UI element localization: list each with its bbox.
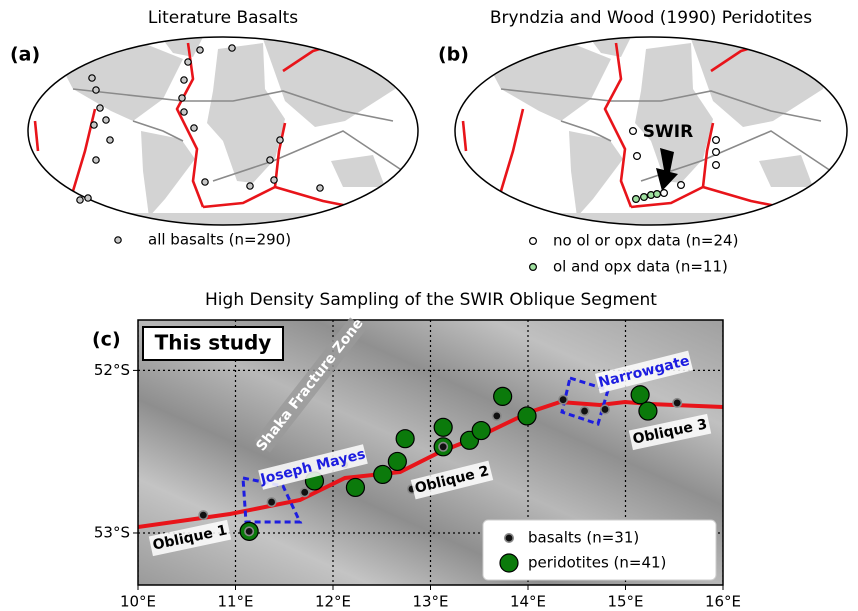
- peridotite-point: [346, 478, 364, 496]
- sample-dot: [277, 137, 283, 143]
- sample-dot: [661, 190, 668, 197]
- figure: Literature Basalts (a) all basalts (n=29…: [0, 0, 858, 611]
- legend-label: all basalts (n=290): [148, 231, 291, 249]
- legend-label: no ol or opx data (n=24): [553, 232, 738, 250]
- legend-marker: [530, 238, 537, 245]
- y-tick-label: 53°S: [94, 523, 130, 541]
- panel-title: Bryndzia and Wood (1990) Peridotites: [490, 8, 812, 28]
- peridotite-point: [434, 418, 452, 436]
- world-map: [13, 37, 433, 241]
- sample-dot: [267, 157, 273, 163]
- sample-dot: [630, 128, 637, 135]
- peridotite-point: [388, 452, 406, 470]
- legend-label: peridotites (n=41): [528, 554, 666, 572]
- basalt-point: [267, 498, 275, 506]
- sample-dot: [713, 137, 720, 144]
- x-tick-label: 10°E: [120, 593, 156, 611]
- y-tick-label: 52°S: [94, 361, 130, 379]
- peridotite-point: [494, 387, 512, 405]
- sample-dot: [713, 149, 720, 156]
- sample-dot: [89, 75, 95, 81]
- legend-label: ol and opx data (n=11): [553, 258, 728, 276]
- sample-dot: [191, 125, 197, 131]
- sample-dot: [247, 183, 253, 189]
- basalt-point: [601, 405, 609, 413]
- legend-marker: [530, 264, 537, 271]
- sample-dot: [97, 105, 103, 111]
- basalt-point: [559, 395, 567, 403]
- sample-dot: [181, 109, 187, 115]
- peridotite-point: [396, 430, 414, 448]
- legend-label: basalts (n=31): [528, 529, 639, 547]
- sample-dot: [317, 185, 323, 191]
- panel-label: (a): [10, 44, 40, 66]
- sample-dot: [197, 47, 203, 53]
- sample-dot: [179, 95, 185, 101]
- chart-title: High Density Sampling of the SWIR Obliqu…: [205, 290, 657, 310]
- sample-dot: [91, 122, 97, 128]
- sample-dot: [202, 179, 208, 185]
- sample-dot: [654, 191, 661, 198]
- sample-dot: [641, 194, 648, 201]
- x-tick-label: 16°E: [705, 593, 741, 611]
- legend-marker: [505, 534, 513, 542]
- sample-dot: [93, 87, 99, 93]
- panel-label: (c): [92, 329, 121, 351]
- sample-dot: [634, 153, 641, 160]
- basalt-point: [673, 399, 681, 407]
- basalt-point: [199, 511, 207, 519]
- basalt-point: [301, 488, 309, 496]
- x-tick-label: 11°E: [217, 593, 253, 611]
- sample-dot: [271, 177, 277, 183]
- sample-dot: [93, 157, 99, 163]
- peridotite-point: [639, 402, 657, 420]
- peridotite-point: [374, 465, 392, 483]
- legend: basalts (n=31) peridotites (n=41): [483, 520, 716, 580]
- sample-dot: [633, 196, 640, 203]
- annotation: This study: [155, 331, 272, 355]
- basalt-point: [439, 443, 447, 451]
- peridotite-point: [518, 407, 536, 425]
- sample-dot: [103, 117, 109, 123]
- sample-dot: [678, 182, 685, 189]
- basalt-point: [580, 407, 588, 415]
- annotation: SWIR: [643, 122, 693, 142]
- peridotite-point: [472, 422, 490, 440]
- basalt-point: [245, 527, 253, 535]
- continents: [13, 37, 433, 241]
- legend-marker: [115, 237, 121, 243]
- panel-label: (b): [438, 44, 469, 66]
- x-tick-label: 15°E: [607, 593, 643, 611]
- sample-dot: [229, 45, 235, 51]
- panel-title: Literature Basalts: [148, 8, 298, 28]
- sample-dot: [77, 197, 83, 203]
- sample-dot: [713, 162, 720, 169]
- sample-dot: [85, 195, 91, 201]
- sample-dot: [181, 77, 187, 83]
- x-tick-label: 13°E: [412, 593, 448, 611]
- peridotite-point: [631, 386, 649, 404]
- sample-dot: [185, 59, 191, 65]
- legend-marker: [500, 554, 518, 572]
- sample-dot: [107, 137, 113, 143]
- basalt-point: [493, 412, 501, 420]
- x-tick-label: 12°E: [315, 593, 351, 611]
- x-tick-label: 14°E: [510, 593, 546, 611]
